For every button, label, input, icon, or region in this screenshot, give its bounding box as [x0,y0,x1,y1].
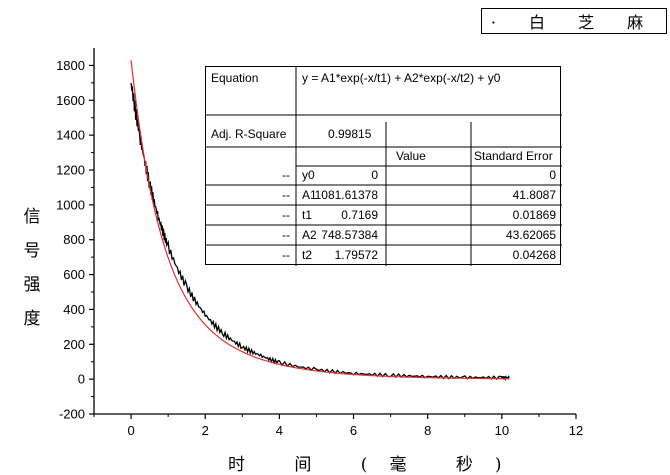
data-series-line [130,82,510,382]
x-tick-label: 4 [276,423,283,438]
row-error: 41.8087 [512,188,556,202]
row-param: t2 [302,248,313,262]
y-tick-label: 1200 [56,163,85,178]
y-tick-label: 200 [63,337,85,352]
y-tick-label: 0 [78,372,85,387]
row-param: t1 [302,208,313,222]
y-tick-label: 1800 [56,58,85,73]
fit-curve-line [130,60,510,380]
fit-results-table: Equation y = A1*exp(-x/t1) + A2*exp(-x/t… [205,66,562,266]
row-error: 0.01869 [512,208,556,222]
x-tick-label: 0 [127,423,134,438]
row-dash: -- [282,248,290,262]
row-error: 43.62065 [505,228,556,242]
row-param: A2 [302,228,317,242]
fit-table-grid [206,67,562,266]
row-error: 0 [549,168,556,182]
row-value: 0 [371,168,378,182]
row-value: 0.7169 [341,208,378,222]
x-tick-label: 6 [350,423,357,438]
row-dash: -- [282,228,290,242]
x-tick-label: 10 [495,423,509,438]
y-tick-label: -200 [59,407,85,422]
row-dash: -- [282,188,290,202]
row-value: 1.79572 [334,248,378,262]
row-param: y0 [302,168,315,182]
row-param: A1 [302,188,317,202]
y-tick-label: 400 [63,302,85,317]
y-axis-label: 信 号 强 度 [23,207,41,329]
equation-text: y = A1*exp(-x/t1) + A2*exp(-x/t2) + y0 [302,71,501,85]
value-header: Value [396,149,426,163]
row-error: 0.04268 [512,248,556,262]
row-value: 1081.61378 [314,188,378,202]
legend-text: · 白 芝 麻 [490,13,658,32]
y-tick-label: 1400 [56,128,85,143]
row-value: 748.57384 [321,228,378,242]
row-dash: -- [282,168,290,182]
equation-label: Equation [211,71,259,85]
x-tick-label: 12 [569,423,583,438]
row-dash: -- [282,208,290,222]
x-tick-label: 2 [202,423,209,438]
x-axis-label: 时 间 (毫 秒) [228,455,524,475]
legend: · 白 芝 麻 [481,8,667,34]
error-header: Standard Error [474,149,553,163]
x-tick-label: 8 [424,423,431,438]
adj-r-square-label: Adj. R-Square [211,127,287,141]
adj-r-square-value: 0.99815 [328,127,372,141]
y-tick-label: 800 [63,232,85,247]
y-tick-label: 600 [63,267,85,282]
y-tick-label: 1600 [56,93,85,108]
y-tick-label: 1000 [56,197,85,212]
